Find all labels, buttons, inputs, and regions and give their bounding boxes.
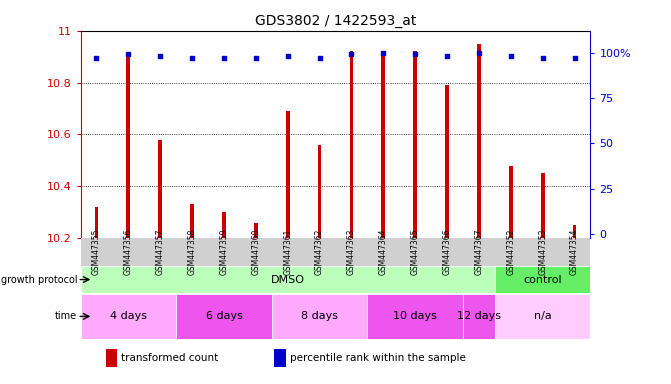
Text: 12 days: 12 days	[457, 311, 501, 321]
Bar	[126, 56, 130, 238]
Bar	[222, 212, 226, 238]
Text: GSM447363: GSM447363	[347, 228, 356, 275]
Bar	[81, 238, 590, 266]
Text: 6 days: 6 days	[205, 311, 242, 321]
Text: percentile rank within the sample: percentile rank within the sample	[290, 353, 466, 363]
Text: n/a: n/a	[534, 311, 552, 321]
Point	[155, 53, 166, 59]
Text: GSM447354: GSM447354	[570, 228, 579, 275]
Point	[219, 55, 229, 61]
Bar	[495, 266, 590, 293]
Text: 8 days: 8 days	[301, 311, 338, 321]
Bar	[572, 225, 576, 238]
Bar	[286, 111, 290, 238]
Bar	[509, 166, 513, 238]
Point	[123, 51, 134, 58]
Point	[91, 55, 102, 61]
Text: GSM447358: GSM447358	[188, 229, 197, 275]
Text: GSM447362: GSM447362	[315, 229, 324, 275]
Text: GSM447353: GSM447353	[538, 228, 547, 275]
Point	[505, 53, 516, 59]
Text: GSM447361: GSM447361	[283, 229, 292, 275]
Text: GSM447359: GSM447359	[219, 228, 228, 275]
Point	[314, 55, 325, 61]
Text: GSM447352: GSM447352	[507, 229, 515, 275]
Point	[250, 55, 261, 61]
Text: 10 days: 10 days	[393, 311, 437, 321]
Bar	[190, 204, 194, 238]
Text: transformed count: transformed count	[121, 353, 219, 363]
Text: GSM447364: GSM447364	[379, 228, 388, 275]
Bar	[95, 207, 99, 238]
Title: GDS3802 / 1422593_at: GDS3802 / 1422593_at	[255, 14, 416, 28]
Point	[410, 51, 421, 58]
Bar	[368, 294, 463, 339]
Text: control: control	[523, 275, 562, 285]
Bar	[445, 85, 449, 238]
Point	[282, 53, 293, 59]
Bar	[106, 349, 117, 367]
Point	[442, 53, 452, 59]
Point	[378, 50, 389, 56]
Text: GSM447356: GSM447356	[124, 228, 133, 275]
Bar	[81, 266, 495, 293]
Bar	[463, 294, 495, 339]
Text: GSM447357: GSM447357	[156, 228, 164, 275]
Text: GSM447365: GSM447365	[411, 228, 419, 275]
Bar	[317, 145, 321, 238]
Bar	[158, 139, 162, 238]
Bar	[272, 294, 368, 339]
Text: DMSO: DMSO	[270, 275, 305, 285]
Bar	[541, 173, 545, 238]
Bar	[176, 294, 272, 339]
Bar	[81, 294, 176, 339]
Point	[569, 55, 580, 61]
Point	[187, 55, 197, 61]
Bar	[381, 51, 385, 238]
Bar	[274, 349, 286, 367]
Text: GSM447355: GSM447355	[92, 228, 101, 275]
Bar	[413, 51, 417, 238]
Text: time: time	[55, 311, 77, 321]
Bar	[477, 44, 481, 238]
Text: GSM447360: GSM447360	[252, 228, 260, 275]
Point	[537, 55, 548, 61]
Text: GSM447367: GSM447367	[474, 228, 483, 275]
Point	[474, 50, 484, 56]
Text: GSM447366: GSM447366	[443, 228, 452, 275]
Text: 4 days: 4 days	[110, 311, 147, 321]
Bar	[495, 294, 590, 339]
Point	[346, 51, 357, 58]
Bar	[350, 51, 354, 238]
Bar	[254, 222, 258, 238]
Text: growth protocol: growth protocol	[1, 275, 77, 285]
